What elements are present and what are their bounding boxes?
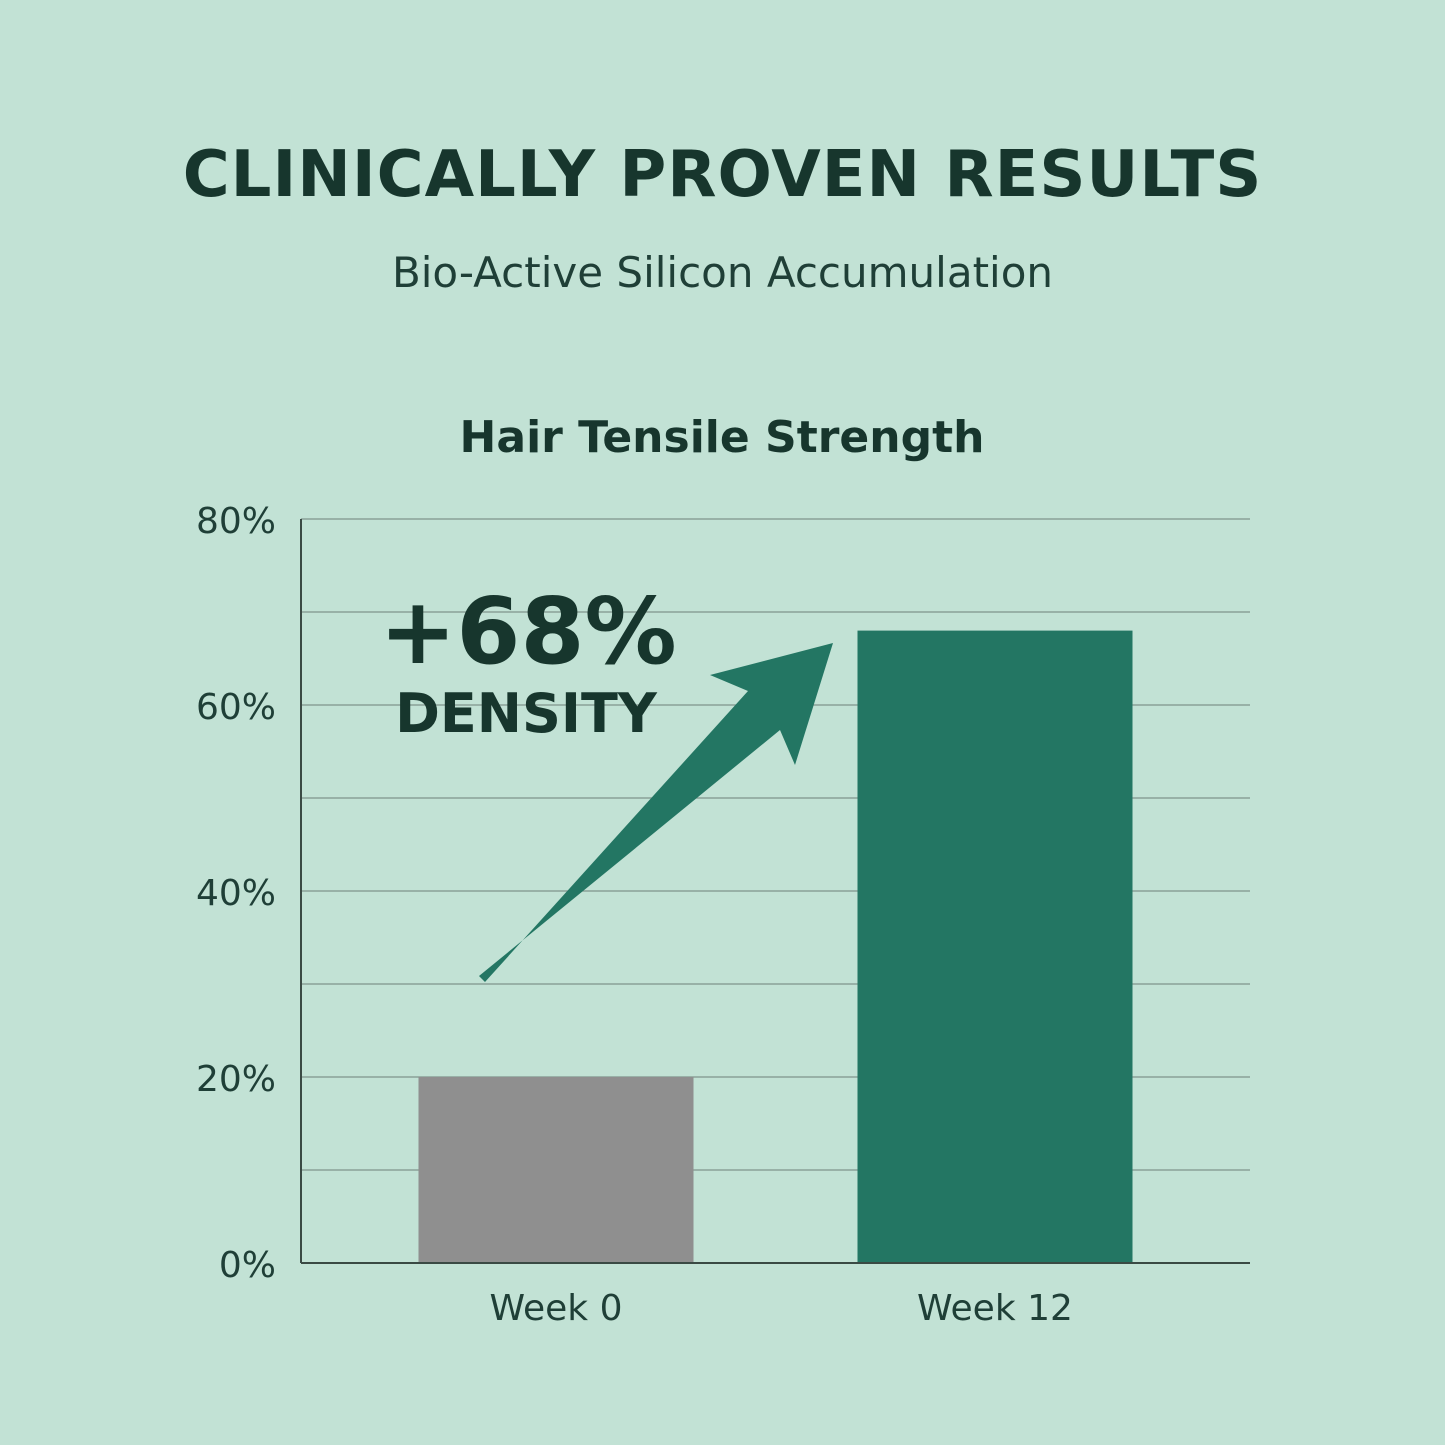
- chart-title: Hair Tensile Strength: [460, 412, 985, 463]
- bar-week-0: [418, 1077, 694, 1263]
- page-subtitle: Bio-Active Silicon Accumulation: [391, 248, 1054, 297]
- up-right-arrow-icon: [479, 643, 833, 982]
- x-tick-label: Week 12: [917, 1288, 1073, 1329]
- y-tick-label: 80%: [196, 501, 276, 542]
- bars: [418, 630, 1133, 1263]
- y-tick-label: 20%: [196, 1059, 276, 1100]
- bar-week-12: [857, 630, 1133, 1263]
- annotation-label: DENSITY: [395, 682, 658, 745]
- y-tick-label: 40%: [196, 873, 276, 914]
- axes: [300, 519, 1250, 1264]
- axis-labels: 0% 20% 40% 60% 80% Week 0 Week 12: [196, 501, 1073, 1329]
- y-tick-label: 60%: [196, 687, 276, 728]
- density-annotation: +68% DENSITY: [379, 578, 833, 982]
- x-tick-label: Week 0: [490, 1288, 623, 1329]
- annotation-value: +68%: [379, 578, 676, 685]
- page-title: CLINICALLY PROVEN RESULTS: [182, 138, 1263, 212]
- y-tick-label: 0%: [219, 1245, 276, 1286]
